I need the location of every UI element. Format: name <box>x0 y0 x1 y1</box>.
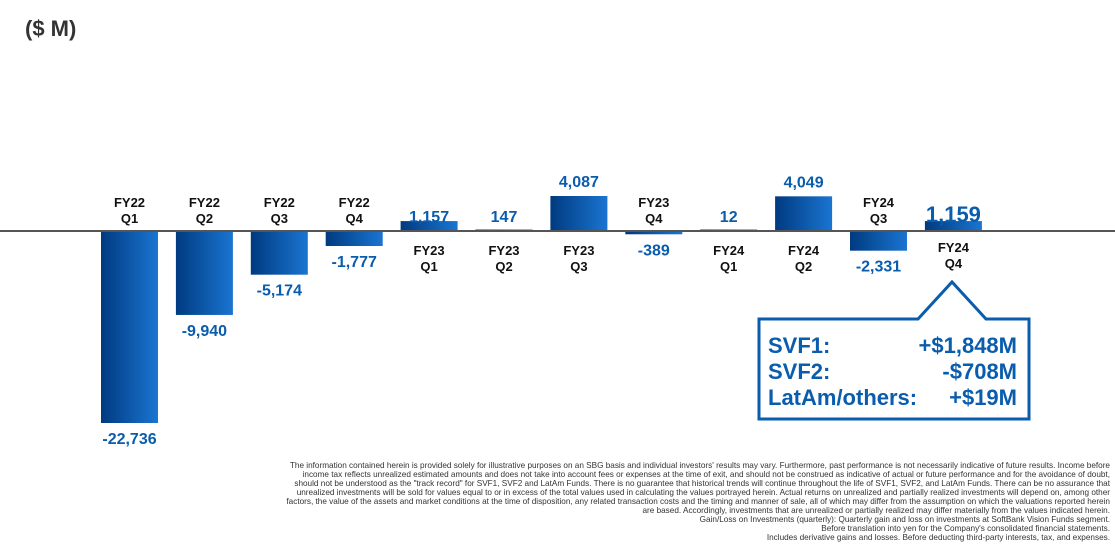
category-label-quarter: Q3 <box>570 259 587 274</box>
disclaimer-line: factors, the value of the assets and mar… <box>286 497 1110 506</box>
data-label: 1,157 <box>409 209 449 226</box>
category-label-year: FY24 <box>938 240 970 255</box>
bar-fy24-q4 <box>924 221 982 231</box>
disclaimer-text: The information contained herein is prov… <box>250 461 1110 542</box>
unit-label: ($ M) <box>25 16 77 41</box>
disclaimer-line: Gain/Loss on Investments (quarterly): Qu… <box>699 515 1110 524</box>
disclaimer-line: Includes derivative gains and losses. Be… <box>766 533 1110 542</box>
data-label: -2,331 <box>856 259 901 276</box>
callout-row-latam: LatAm/others: +$19M <box>768 385 1017 411</box>
category-label-quarter: Q2 <box>196 211 213 226</box>
data-label: -389 <box>638 242 670 259</box>
category-label-year: FY23 <box>638 195 669 210</box>
bars-group <box>101 196 982 423</box>
category-label-quarter: Q4 <box>945 256 963 271</box>
category-label-quarter: Q3 <box>271 211 288 226</box>
data-label: 4,049 <box>784 174 824 191</box>
disclaimer-line: should not be understood as the "track r… <box>294 479 1110 488</box>
disclaimer-line: unrealized investments will be sold for … <box>296 488 1110 497</box>
callout-value: +$1,848M <box>918 333 1017 358</box>
category-label-quarter: Q2 <box>495 259 512 274</box>
data-label: 147 <box>491 209 518 226</box>
bar-fy23-q1 <box>400 221 458 231</box>
callout-row-svf1: SVF1: +$1,848M <box>768 333 1017 359</box>
callout-label: SVF1: <box>768 333 831 358</box>
category-label-year: FY24 <box>713 243 745 258</box>
data-label: 12 <box>720 209 738 226</box>
category-label-year: FY23 <box>488 243 519 258</box>
data-label: -22,736 <box>102 431 156 448</box>
category-label-year: FY24 <box>863 195 895 210</box>
callout-border <box>757 279 1031 421</box>
bar-fy23-q4 <box>625 231 683 235</box>
bar-fy22-q2 <box>175 231 233 315</box>
category-label-quarter: Q1 <box>121 211 138 226</box>
disclaimer-line: Before translation into yen for the Comp… <box>821 524 1110 533</box>
data-label: -1,777 <box>332 254 377 271</box>
category-label-year: FY22 <box>339 195 370 210</box>
category-label-quarter: Q1 <box>420 259 437 274</box>
category-label-year: FY23 <box>563 243 594 258</box>
bar-fy22-q4 <box>325 231 383 247</box>
disclaimer-line: The information contained herein is prov… <box>289 461 1110 470</box>
callout-label: SVF2: <box>768 359 831 384</box>
data-label: -9,940 <box>182 323 227 340</box>
category-label-quarter: Q3 <box>870 211 887 226</box>
category-label-quarter: Q2 <box>795 259 812 274</box>
callout-value: +$19M <box>949 385 1017 410</box>
bar-fy22-q3 <box>250 231 308 275</box>
category-label-quarter: Q4 <box>645 211 663 226</box>
labels-group: FY22Q1-22,736FY22Q2-9,940FY22Q3-5,174FY2… <box>102 174 981 448</box>
callout-row-svf2: SVF2: -$708M <box>768 359 1017 385</box>
category-label-quarter: Q4 <box>346 211 364 226</box>
data-label: 1,159 <box>926 202 981 227</box>
bar-fy24-q2 <box>775 196 833 231</box>
category-label-year: FY22 <box>189 195 220 210</box>
data-label: -5,174 <box>257 283 302 300</box>
category-label-quarter: Q1 <box>720 259 737 274</box>
disclaimer-line: are based. Accordingly, investments that… <box>642 506 1110 515</box>
category-label-year: FY24 <box>788 243 820 258</box>
callout-label: LatAm/others: <box>768 385 918 410</box>
callout-value: -$708M <box>942 359 1017 384</box>
category-label-year: FY22 <box>264 195 295 210</box>
bar-fy24-q3 <box>850 231 907 251</box>
category-label-year: FY23 <box>414 243 445 258</box>
bar-fy22-q1 <box>101 231 158 423</box>
bar-fy23-q3 <box>550 196 608 231</box>
data-label: 4,087 <box>559 174 599 191</box>
fund-breakdown-callout: SVF1: +$1,848M SVF2: -$708M LatAm/others… <box>759 319 1029 419</box>
disclaimer-line: income tax reflects unrealized estimated… <box>302 470 1110 479</box>
category-label-year: FY22 <box>114 195 145 210</box>
